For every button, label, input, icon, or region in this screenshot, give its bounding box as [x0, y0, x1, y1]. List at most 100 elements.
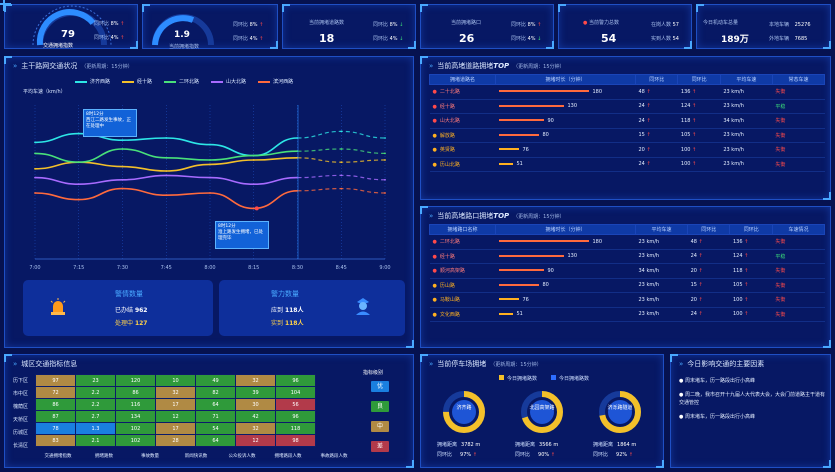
- arrow-up-icon: ↑: [644, 103, 651, 110]
- event-tooltip-2[interactable]: 8时12分 淮上路发生拥堵，已处理完毕: [215, 221, 269, 249]
- level-button[interactable]: 差: [371, 441, 389, 452]
- heatmap-cell[interactable]: 71: [195, 410, 236, 423]
- double-chevron-icon: »: [13, 360, 18, 368]
- table-row[interactable]: ● 二十北路 180 48 ↑ 136 ↑ 23 km/h 失衡: [429, 84, 825, 100]
- table-row[interactable]: ● 历山北路 51 24 ↑ 100 ↑ 23 km/h 失衡: [429, 157, 825, 172]
- heatmap-cell[interactable]: 2.2: [75, 398, 116, 411]
- heatmap-cell[interactable]: 1.3: [75, 422, 116, 435]
- heatmap-cell[interactable]: 86: [35, 398, 76, 411]
- parking-ring[interactable]: 济齐路 拥堵距离 3782 m 同环比 97% ↑: [435, 385, 505, 465]
- arrow-down-icon: ↓: [399, 22, 404, 28]
- col-header: 平均车速: [719, 74, 773, 85]
- event-item[interactable]: ● 周末堵车，历一路段出行小高峰: [679, 377, 827, 385]
- event-item[interactable]: ● 周末堵车，历一路段出行小高峰: [679, 413, 827, 421]
- heatmap-cell[interactable]: 64: [195, 434, 236, 447]
- table-row[interactable]: ● 历山路 80 23 km/h 15 ↑ 105 ↑ 失衡: [429, 278, 825, 293]
- compare-value: 100: [732, 311, 743, 318]
- legend-item[interactable]: 济齐西路: [75, 78, 110, 85]
- legend-item[interactable]: 经十路: [122, 78, 152, 85]
- compare-cell: 118 ↑: [677, 113, 721, 129]
- heatmap-cell[interactable]: 2.1: [75, 434, 116, 447]
- kpi-vehicle-total-value: 189万: [721, 35, 749, 45]
- kpi-2-compare-label-2: 同环比: [233, 36, 249, 42]
- heatmap-cell[interactable]: 10: [155, 374, 196, 387]
- compare-cell: 118 ↑: [729, 263, 773, 279]
- table-row[interactable]: ● 解放路 80 15 ↑ 105 ↑ 23 km/h 失衡: [429, 128, 825, 143]
- heatmap-cell[interactable]: 102: [115, 434, 156, 447]
- compare-cell: 24 ↑: [635, 113, 678, 129]
- heatmap-cell[interactable]: 56: [275, 398, 316, 411]
- name-text: 山大北路: [439, 118, 460, 125]
- parking-ring[interactable]: 北园高架路 拥堵距离 3566 m 同环比 90% ↑: [513, 385, 583, 465]
- heatmap-cell[interactable]: 12: [155, 410, 196, 423]
- heatmap-cell[interactable]: 32: [235, 422, 276, 435]
- heatmap-row: 97 23 120 10 49 32 96: [35, 374, 316, 387]
- table-row[interactable]: ● 马鞍山路 76 23 km/h 20 ↑ 100 ↑ 失衡: [429, 292, 825, 308]
- bullet-dot-icon: ●: [432, 161, 437, 168]
- name-cell: ● 历山路: [429, 278, 496, 293]
- heatmap-cell[interactable]: 42: [235, 410, 276, 423]
- legend-item[interactable]: 滨河西路: [258, 78, 293, 85]
- heatmap-cell[interactable]: 30: [235, 398, 276, 411]
- compare-value: 24: [638, 117, 645, 124]
- data-point: [165, 137, 168, 139]
- level-button[interactable]: 优: [371, 381, 389, 392]
- parking-ring[interactable]: 济泺路隧道 拥堵距离 1864 m 同环比 92% ↑: [591, 385, 661, 465]
- heatmap-cell[interactable]: 28: [155, 434, 196, 447]
- x-tick-label: 7:45: [161, 265, 172, 271]
- heatmap-cell[interactable]: 17: [155, 422, 196, 435]
- data-point: [121, 187, 124, 190]
- heatmap-cell[interactable]: 96: [275, 410, 316, 423]
- heatmap-cell[interactable]: 120: [115, 374, 156, 387]
- heatmap-cell[interactable]: 78: [35, 422, 76, 435]
- heatmap-cell[interactable]: 82: [195, 386, 236, 399]
- heatmap-cell[interactable]: 97: [35, 374, 76, 387]
- heatmap-cell[interactable]: 12: [235, 434, 276, 447]
- heatmap-cell[interactable]: 72: [35, 386, 76, 399]
- heatmap-cell[interactable]: 17: [155, 398, 196, 411]
- table-row[interactable]: ● 经十路 130 24 ↑ 124 ↑ 23 km/h 平稳: [429, 99, 825, 114]
- level-button[interactable]: 良: [371, 401, 389, 412]
- arrow-up-icon: ↑: [742, 253, 749, 260]
- heatmap-cell[interactable]: 32: [235, 374, 276, 387]
- heatmap-cell[interactable]: 49: [195, 374, 236, 387]
- arrow-up-icon: ↑: [690, 103, 697, 110]
- heatmap-cell[interactable]: 134: [115, 410, 156, 423]
- level-button[interactable]: 中: [371, 421, 389, 432]
- table-row[interactable]: ● 顺河高架路 90 34 km/h 20 ↑ 118 ↑ 失衡: [429, 263, 825, 279]
- table-row[interactable]: ● 山大北路 90 24 ↑ 118 ↑ 34 km/h 失衡: [429, 113, 825, 129]
- col-header: 同环比: [687, 224, 731, 235]
- heatmap-cell[interactable]: 118: [275, 422, 316, 435]
- heatmap-cell[interactable]: 98: [275, 434, 316, 447]
- duration-bar: [498, 148, 519, 151]
- table-row[interactable]: ● 二环北路 180 23 km/h 48 ↑ 136 ↑ 失衡: [429, 234, 825, 250]
- heatmap-cell[interactable]: 39: [235, 386, 276, 399]
- heatmap-cell[interactable]: 86: [115, 386, 156, 399]
- heatmap-cell[interactable]: 96: [275, 374, 316, 387]
- arrow-up-icon: ↑: [471, 452, 477, 458]
- event-tooltip-1[interactable]: 8时12分 西江二路发生事故，正在处理中: [83, 109, 137, 137]
- table-row[interactable]: ● 英贤路 76 20 ↑ 100 ↑ 23 km/h 失衡: [429, 142, 825, 158]
- heatmap-cell[interactable]: 83: [35, 434, 76, 447]
- legend-item[interactable]: 二环北路: [164, 78, 199, 85]
- heatmap-cell[interactable]: 2.2: [75, 386, 116, 399]
- incident-processing-label: 处理中: [115, 320, 134, 327]
- heatmap-cell[interactable]: 2.7: [75, 410, 116, 423]
- heatmap-cell[interactable]: 116: [115, 398, 156, 411]
- event-item[interactable]: ● 周二晚，我市召开十九届人大代表大会，大会门前道路主干道有交通管控: [679, 391, 827, 407]
- ring-compare: 同环比 92% ↑: [593, 451, 633, 458]
- heatmap-col-label: 拥堵路段人数: [274, 454, 302, 459]
- legend-item[interactable]: 山大北路: [211, 78, 246, 85]
- table-row[interactable]: ● 经十路 130 23 km/h 24 ↑ 124 ↑ 平稳: [429, 249, 825, 264]
- heatmap-cell[interactable]: 23: [75, 374, 116, 387]
- arrow-up-icon: ↑: [696, 253, 703, 260]
- table-row[interactable]: ● 文化西路 51 23 km/h 24 ↑ 100 ↑ 失衡: [429, 307, 825, 322]
- duration-bar: [498, 90, 589, 93]
- heatmap-cell[interactable]: 104: [275, 386, 316, 399]
- heatmap-cell[interactable]: 32: [155, 386, 196, 399]
- heatmap-cell[interactable]: 102: [115, 422, 156, 435]
- heatmap-cell[interactable]: 64: [195, 398, 236, 411]
- heatmap-cell[interactable]: 87: [35, 410, 76, 423]
- events-panel: » 今日影响交通的主要因素 ● 周末堵车，历一路段出行小高峰 ● 周二晚，我市召开…: [670, 354, 831, 468]
- heatmap-cell[interactable]: 54: [195, 422, 236, 435]
